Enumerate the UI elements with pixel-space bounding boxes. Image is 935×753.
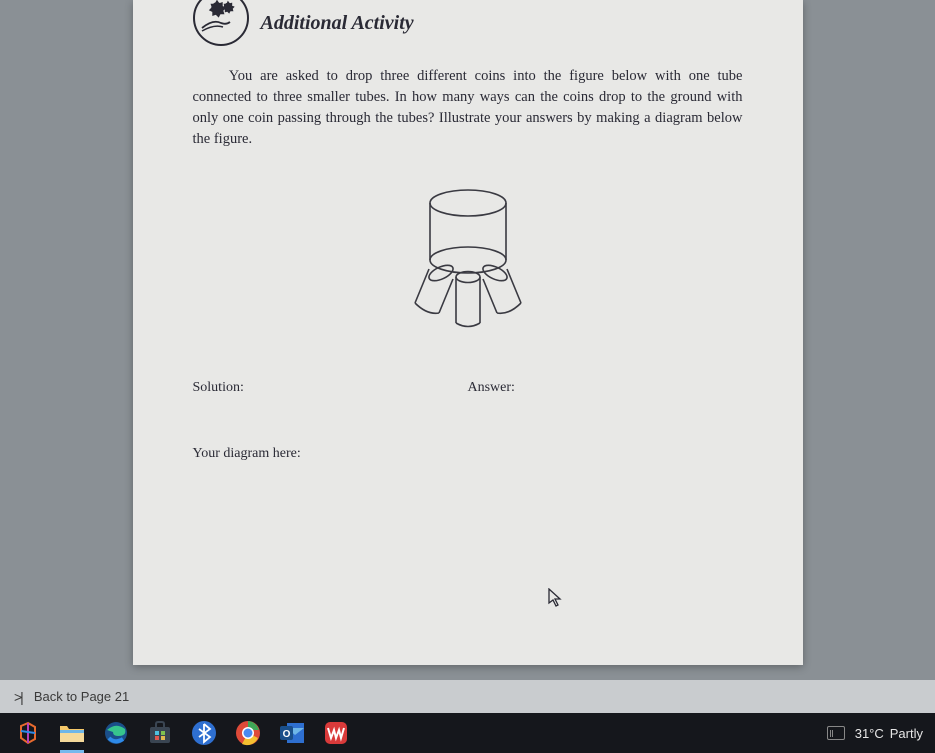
file-explorer-icon[interactable] [58, 719, 86, 747]
answer-label: Answer: [468, 380, 743, 396]
svg-text:O: O [283, 729, 291, 740]
weather-widget[interactable]: 31°C Partly [827, 726, 927, 741]
solution-label: Solution: [193, 380, 468, 396]
task-view-icon[interactable] [827, 726, 845, 740]
tube-diagram [193, 185, 743, 350]
microsoft-store-icon[interactable] [146, 719, 174, 747]
outlook-icon[interactable]: O [278, 719, 306, 747]
taskbar-icons-group: O [8, 719, 350, 747]
skip-end-icon[interactable]: >| [14, 689, 22, 705]
back-to-page-link[interactable]: Back to Page 21 [34, 689, 129, 704]
bluetooth-icon[interactable] [190, 719, 218, 747]
document-viewer: Additional Activity You are asked to dro… [0, 0, 935, 680]
cursor-icon [548, 588, 564, 613]
activity-title: Additional Activity [261, 12, 414, 35]
edge-icon[interactable] [102, 719, 130, 747]
wps-icon[interactable] [322, 719, 350, 747]
your-diagram-label: Your diagram here: [193, 446, 743, 462]
reader-nav-bar: >| Back to Page 21 [0, 680, 935, 713]
activity-header: Additional Activity [193, 0, 743, 46]
weather-temp: 31°C [855, 726, 884, 741]
gears-hand-icon [193, 0, 249, 46]
activity-body-text: You are asked to drop three different co… [193, 66, 743, 150]
microsoft365-icon[interactable] [14, 719, 42, 747]
weather-condition: Partly [890, 726, 923, 741]
solution-answer-row: Solution: Answer: [193, 380, 743, 396]
document-page: Additional Activity You are asked to dro… [133, 0, 803, 665]
body-text-content: You are asked to drop three different co… [193, 68, 743, 147]
windows-taskbar: O 31°C Partly [0, 713, 935, 753]
chrome-icon[interactable] [234, 719, 262, 747]
